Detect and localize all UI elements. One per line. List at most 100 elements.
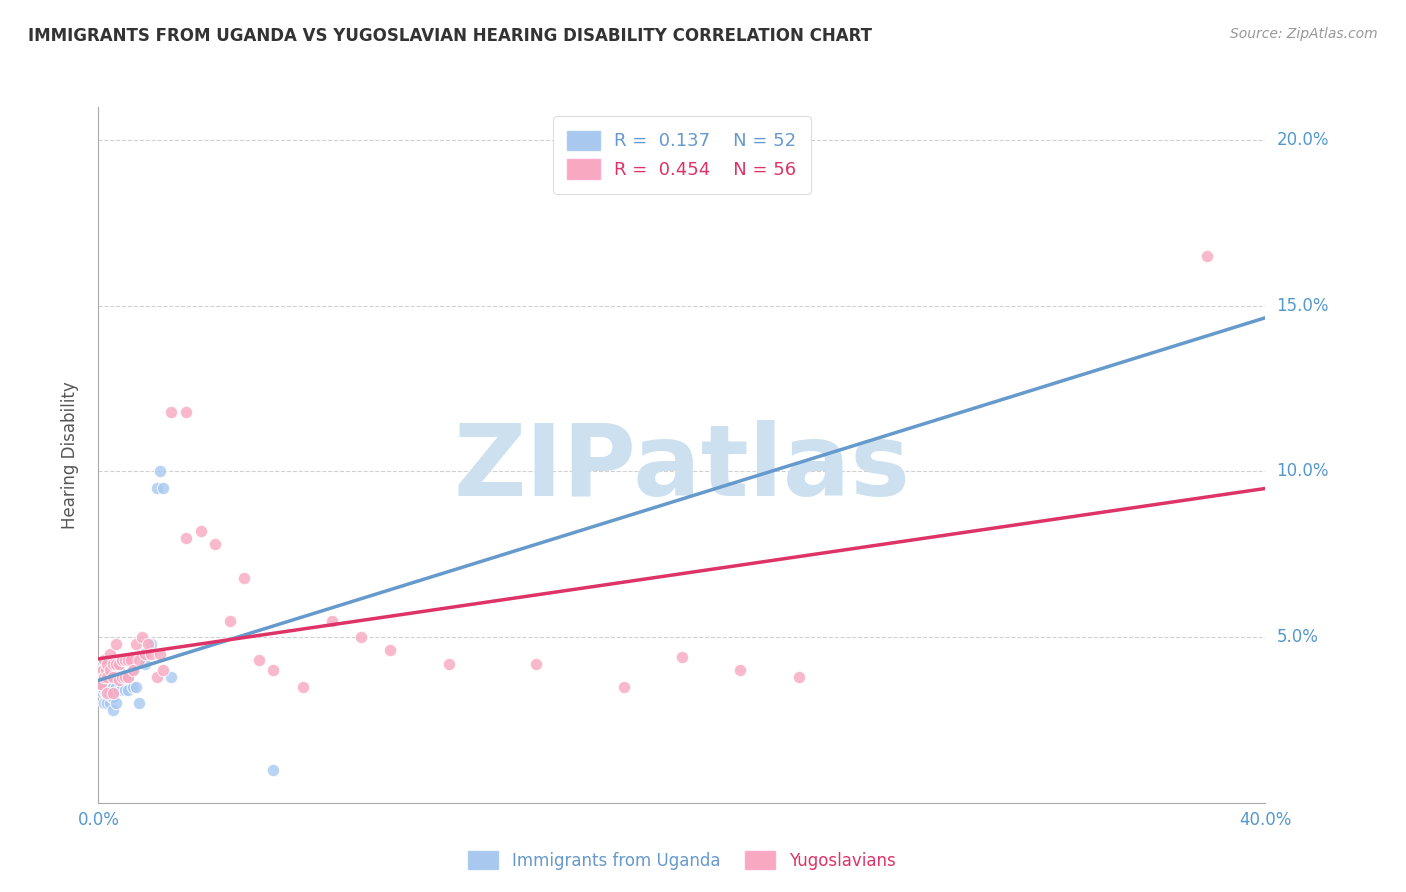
Point xyxy=(101,703,124,717)
Point xyxy=(108,683,131,698)
Point xyxy=(96,686,118,700)
Point xyxy=(262,763,284,777)
Point xyxy=(134,647,156,661)
Point xyxy=(94,670,117,684)
Point xyxy=(98,697,121,711)
Point xyxy=(218,614,240,628)
Point xyxy=(108,657,131,671)
Point xyxy=(90,663,112,677)
Point xyxy=(93,697,115,711)
Point xyxy=(104,697,127,711)
Point xyxy=(120,653,142,667)
Point xyxy=(160,670,183,684)
Point xyxy=(98,683,121,698)
Point xyxy=(96,657,118,671)
Text: 5.0%: 5.0% xyxy=(1277,628,1319,646)
Point xyxy=(128,653,150,667)
Point xyxy=(98,663,121,677)
Point xyxy=(787,670,810,684)
Point xyxy=(98,663,121,677)
Point xyxy=(122,663,145,677)
Point xyxy=(262,663,284,677)
Point xyxy=(91,657,114,671)
Point xyxy=(139,637,162,651)
Point xyxy=(146,481,169,495)
Point xyxy=(111,670,134,684)
Point xyxy=(101,670,124,684)
Point xyxy=(96,683,118,698)
Point xyxy=(91,686,114,700)
Point xyxy=(108,670,131,684)
Point xyxy=(291,680,314,694)
Point xyxy=(101,686,124,700)
Point xyxy=(93,683,115,698)
Point xyxy=(131,630,153,644)
Point xyxy=(321,614,343,628)
Point xyxy=(174,405,197,419)
Point xyxy=(96,697,118,711)
Point xyxy=(125,637,148,651)
Point xyxy=(128,697,150,711)
Point xyxy=(122,663,145,677)
Point xyxy=(233,570,256,584)
Point xyxy=(97,686,120,700)
Point xyxy=(90,676,112,690)
Point xyxy=(104,680,127,694)
Text: 15.0%: 15.0% xyxy=(1277,297,1329,315)
Point xyxy=(101,657,124,671)
Point xyxy=(117,653,139,667)
Point xyxy=(91,663,114,677)
Point xyxy=(131,647,153,661)
Point xyxy=(100,676,122,690)
Point xyxy=(139,647,162,661)
Point xyxy=(437,657,460,671)
Point xyxy=(93,670,115,684)
Text: IMMIGRANTS FROM UGANDA VS YUGOSLAVIAN HEARING DISABILITY CORRELATION CHART: IMMIGRANTS FROM UGANDA VS YUGOSLAVIAN HE… xyxy=(28,27,872,45)
Point xyxy=(89,670,111,684)
Point xyxy=(111,653,134,667)
Point xyxy=(247,653,270,667)
Text: 20.0%: 20.0% xyxy=(1277,131,1329,149)
Point xyxy=(96,670,118,684)
Point xyxy=(174,531,197,545)
Point xyxy=(114,670,136,684)
Y-axis label: Hearing Disability: Hearing Disability xyxy=(60,381,79,529)
Point xyxy=(104,670,127,684)
Text: Source: ZipAtlas.com: Source: ZipAtlas.com xyxy=(1230,27,1378,41)
Point xyxy=(117,670,139,684)
Point xyxy=(94,686,117,700)
Point xyxy=(122,680,145,694)
Point xyxy=(104,657,127,671)
Point xyxy=(90,676,112,690)
Point xyxy=(612,680,634,694)
Point xyxy=(114,653,136,667)
Point xyxy=(101,670,124,684)
Point xyxy=(104,637,127,651)
Point xyxy=(125,680,148,694)
Point xyxy=(149,465,172,479)
Point xyxy=(93,653,115,667)
Point xyxy=(152,663,174,677)
Point xyxy=(108,673,131,688)
Point xyxy=(149,647,172,661)
Point xyxy=(1195,249,1218,263)
Point xyxy=(97,670,120,684)
Point xyxy=(111,680,134,694)
Point xyxy=(136,637,159,651)
Point xyxy=(160,405,183,419)
Point xyxy=(190,524,212,538)
Text: 10.0%: 10.0% xyxy=(1277,462,1329,481)
Point xyxy=(350,630,373,644)
Point xyxy=(378,643,402,657)
Point xyxy=(93,673,115,688)
Point xyxy=(114,670,136,684)
Point xyxy=(108,663,131,677)
Point xyxy=(98,647,121,661)
Point xyxy=(152,481,174,495)
Point xyxy=(114,683,136,698)
Point xyxy=(91,670,114,684)
Point xyxy=(96,673,118,688)
Point xyxy=(671,650,693,665)
Point xyxy=(117,683,139,698)
Point xyxy=(111,670,134,684)
